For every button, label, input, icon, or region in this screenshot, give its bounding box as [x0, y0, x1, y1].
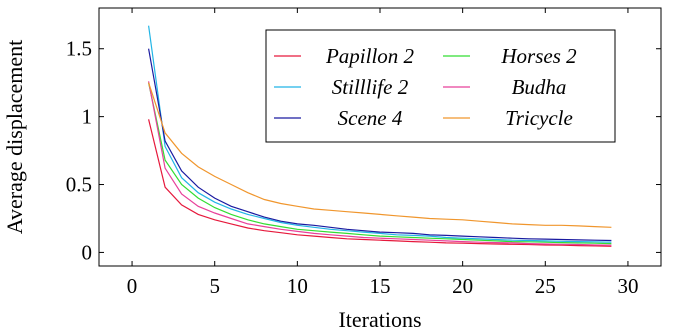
legend-box [265, 29, 616, 143]
y-tick-label: 1.5 [66, 37, 92, 61]
y-tick-label: 0 [82, 240, 93, 264]
x-tick-label: 0 [127, 274, 138, 298]
legend: Papillon 2 Horses 2 Stilllife 2 Budha Scene … [265, 29, 616, 143]
legend-label: Scene 4 [338, 106, 403, 130]
series-line [148, 82, 612, 245]
x-tick-label: 30 [617, 274, 638, 298]
series-line [148, 81, 612, 246]
x-tick-label: 5 [209, 274, 220, 298]
x-tick-label: 10 [287, 274, 308, 298]
legend-label: Horses 2 [500, 44, 577, 68]
y-tick-label: 0.5 [66, 173, 92, 197]
plot-lines [148, 25, 612, 247]
x-tick-label: 25 [535, 274, 556, 298]
y-tick-label: 1 [82, 105, 93, 129]
y-axis-label: Average displacement [2, 40, 27, 234]
legend-label: Budha [512, 75, 567, 99]
x-tick-label: 15 [370, 274, 391, 298]
series-line [148, 82, 612, 228]
series-line [148, 119, 612, 247]
x-axis-label: Iterations [338, 307, 421, 332]
series-line [148, 25, 612, 243]
axis-ticks: 0 5 10 15 20 25 30 0 0.5 1 1.5 [66, 8, 661, 298]
x-tick-label: 20 [452, 274, 473, 298]
legend-label: Tricycle [505, 106, 573, 130]
legend-label: Papillon 2 [325, 44, 415, 68]
legend-label: Stilllife 2 [332, 75, 409, 99]
series-line [148, 48, 612, 242]
